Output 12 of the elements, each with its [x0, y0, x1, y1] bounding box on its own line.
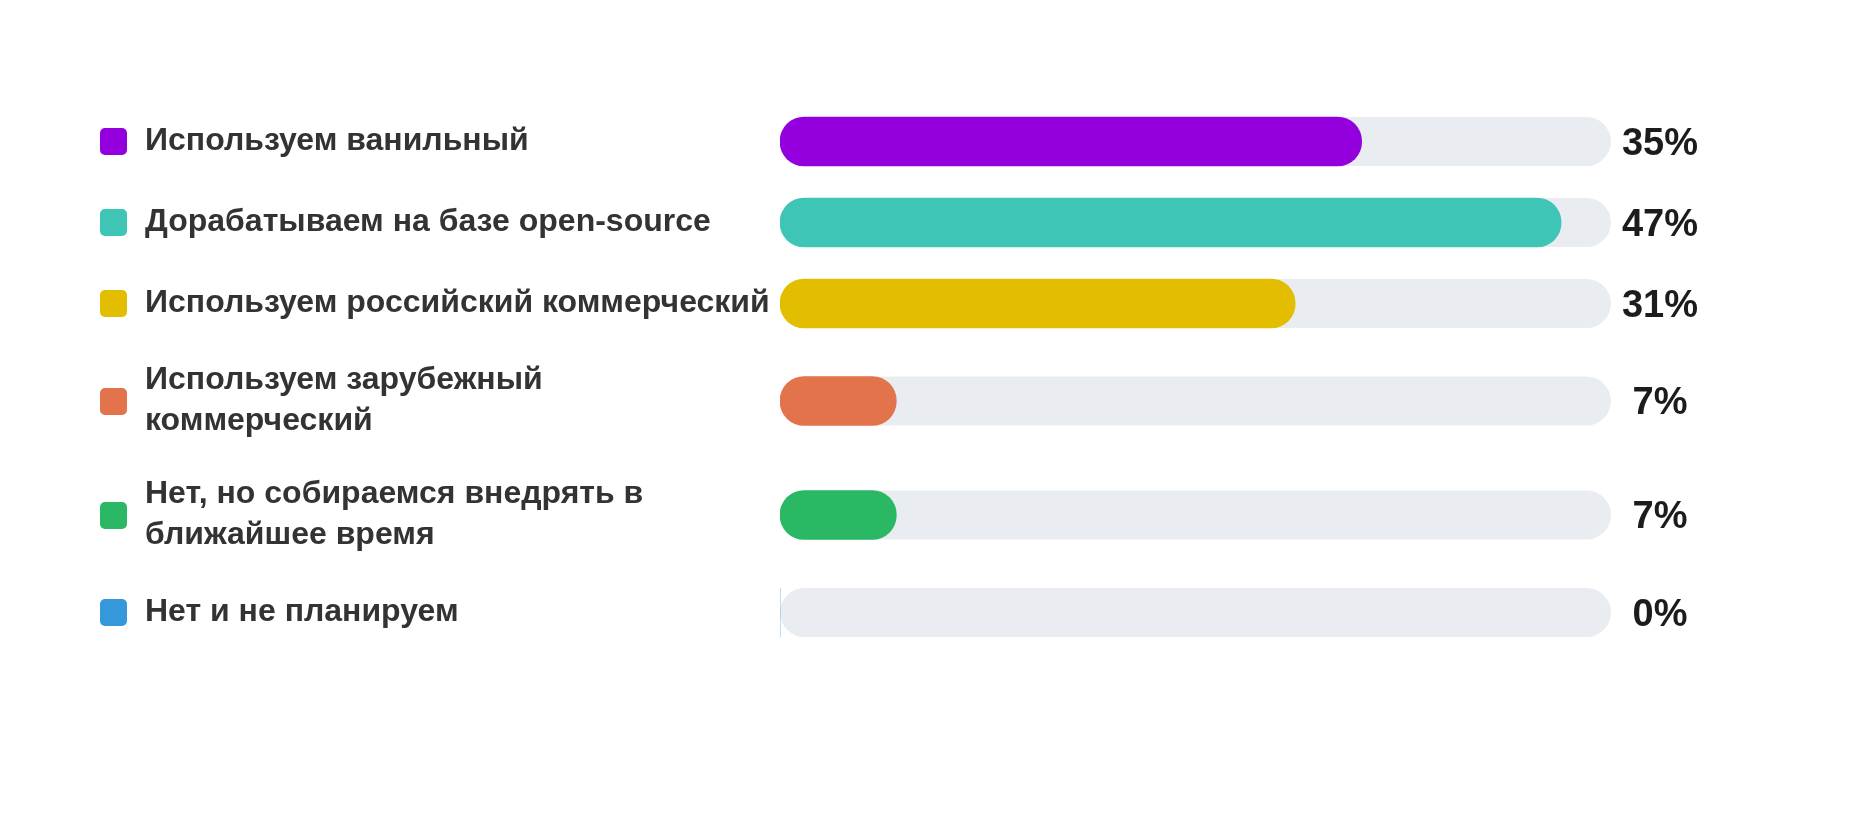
y-tick-label: Нет, но собираемся внедрять в ближайшее время: [145, 474, 644, 552]
y-tick-label: Используем российский коммерческий: [145, 283, 770, 320]
data-label: 7%: [1632, 494, 1688, 537]
y-tick-label: Используем зарубежный коммерческий: [145, 360, 543, 438]
data-label: 47%: [1621, 201, 1699, 244]
y-tick-label: Дорабатываем на базе open-source: [145, 202, 711, 239]
data-label: 0%: [1632, 591, 1688, 634]
data-label: 35%: [1621, 120, 1699, 163]
y-tick-label: Используем ванильный: [145, 121, 529, 158]
data-label: 31%: [1621, 282, 1699, 325]
y-tick-label: Нет и не планируем: [145, 592, 459, 629]
data-label: 7%: [1632, 380, 1688, 423]
